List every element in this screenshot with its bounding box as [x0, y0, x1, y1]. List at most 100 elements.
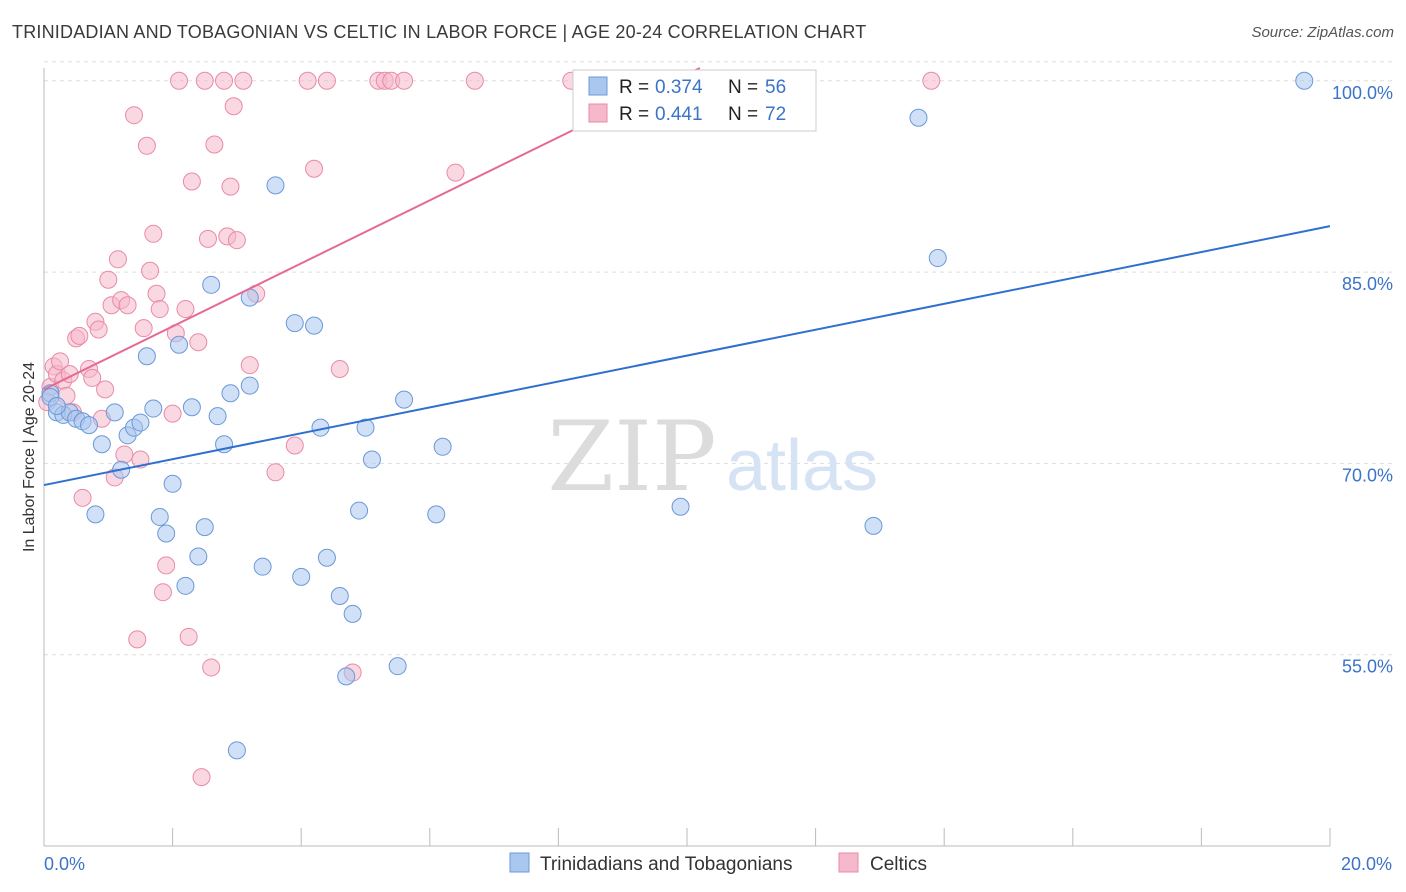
y-tick-label-2: 85.0%	[1342, 274, 1393, 294]
trinidadian-point-16	[150, 507, 169, 526]
legend-r-label-2: R =	[619, 104, 654, 125]
celtics-point-64	[395, 71, 414, 90]
celtics-point-56	[298, 71, 317, 90]
trinidadian-point-39	[337, 667, 356, 686]
celtics-point-3	[51, 352, 70, 371]
trinidadian-point-44	[388, 657, 407, 676]
celtics-point-69	[922, 71, 941, 90]
celtics-point-41	[192, 768, 211, 787]
trinidadian-point-19	[170, 335, 189, 354]
trinidadian-point-15	[144, 399, 163, 418]
trinidadian-point-51	[928, 249, 947, 268]
trinidadian-point-25	[208, 407, 227, 426]
trinidadian-point-32	[266, 176, 285, 195]
celtics-point-43	[198, 229, 217, 248]
y-axis-title: In Labor Force | Age 20-24	[21, 362, 38, 552]
trinidadian-point-22	[189, 547, 208, 566]
celtics-point-16	[99, 270, 118, 289]
celtics-point-31	[150, 300, 169, 319]
celtics-point-34	[163, 404, 182, 423]
trinidadian-point-38	[330, 587, 349, 606]
legend-swatch-series1	[588, 76, 608, 96]
celtics-point-57	[305, 159, 324, 178]
y-tick-label-1: 70.0%	[1342, 465, 1393, 485]
trinidadian-point-42	[356, 418, 375, 437]
celtics-point-66	[465, 71, 484, 90]
legend-r-value-1: 0.374	[655, 77, 703, 98]
celtics-point-58	[317, 71, 336, 90]
trinidadian-point-45	[395, 390, 414, 409]
trinidadian-point-18	[163, 474, 182, 493]
trinidadian-point-35	[305, 316, 324, 335]
trinidadian-point-50	[909, 108, 928, 127]
celtics-point-21	[115, 445, 134, 464]
trinidadian-point-53	[1295, 71, 1314, 90]
celtics-point-23	[125, 106, 144, 125]
legend-box: R = 0.374 N = 56 R = 0.441 N = 72	[572, 69, 817, 132]
legend-r-value-2: 0.441	[655, 104, 703, 125]
celtics-point-9	[73, 488, 92, 507]
chart-title: TRINIDADIAN AND TOBAGONIAN VS CELTIC IN …	[12, 22, 867, 42]
trinidadian-point-20	[176, 576, 195, 595]
watermark-atlas: atlas	[726, 426, 878, 506]
y-tick-labels: 55.0% 70.0% 85.0% 100.0%	[1332, 83, 1393, 677]
celtics-point-45	[205, 135, 224, 154]
trinidadian-point-8	[92, 435, 111, 454]
grid-lines	[44, 61, 1392, 656]
bottom-legend-label-series1: Trinidadians and Tobagonians	[540, 854, 792, 875]
trinidadian-point-7	[86, 505, 105, 524]
trinidadian-point-49	[864, 516, 883, 535]
celtics-point-65	[446, 163, 465, 182]
celtics-point-30	[147, 284, 166, 303]
legend-r-label-1: R =	[619, 77, 654, 98]
x-axis-ticks	[43, 828, 1331, 846]
legend-frame	[572, 69, 817, 132]
trinidadian-point-33	[285, 314, 304, 333]
celtics-point-39	[182, 172, 201, 191]
trinidadian-point-23	[195, 518, 214, 537]
trinidadian-point-48	[671, 497, 690, 516]
trinidadian-point-27	[221, 384, 240, 403]
trinidadian-point-43	[362, 450, 381, 469]
celtics-point-48	[221, 177, 240, 196]
trinidadian-point-14	[137, 347, 156, 366]
celtics-point-22	[118, 296, 137, 315]
x-tick-label-min: 0.0%	[44, 854, 85, 874]
celtics-point-32	[153, 583, 172, 602]
trinidadian-point-21	[182, 398, 201, 417]
celtics-point-13	[89, 320, 108, 339]
trinidadian-point-40	[343, 604, 362, 623]
celtics-point-33	[157, 556, 176, 575]
trinidadian-point-46	[427, 505, 446, 524]
celtics-point-38	[179, 627, 198, 646]
trinidadian-point-41	[350, 501, 369, 520]
trinidadian-point-28	[227, 741, 246, 760]
trinidadian-point-31	[253, 557, 272, 576]
celtics-point-42	[195, 71, 214, 90]
trinidadian-point-47	[433, 437, 452, 456]
trinidadian-point-34	[292, 567, 311, 586]
bottom-legend-label-series2: Celtics	[870, 854, 927, 875]
celtics-point-44	[202, 658, 221, 677]
celtics-point-19	[108, 250, 127, 269]
legend-n-value-1: 56	[765, 77, 786, 98]
trinidadian-point-13	[131, 413, 150, 432]
trinidadian-point-6	[80, 416, 99, 435]
y-tick-label-0: 55.0%	[1342, 657, 1393, 677]
y-tick-label-3: 100.0%	[1332, 83, 1393, 103]
celtics-point-37	[176, 300, 195, 319]
celtics-point-26	[134, 319, 153, 338]
celtics-point-55	[285, 436, 304, 455]
legend-n-label-1: N =	[728, 77, 763, 98]
celtics-point-24	[128, 630, 147, 649]
watermark-zip: ZIP	[547, 401, 716, 513]
celtics-point-46	[215, 71, 234, 90]
celtics-point-54	[266, 463, 285, 482]
bottom-legend-swatch-series2	[838, 852, 859, 873]
trinidadian-point-37	[317, 548, 336, 567]
bottom-legend: Trinidadians and Tobagonians Celtics	[509, 852, 927, 875]
legend-n-value-2: 72	[765, 104, 786, 125]
trinidadian-point-17	[157, 524, 176, 543]
celtics-point-29	[144, 224, 163, 243]
